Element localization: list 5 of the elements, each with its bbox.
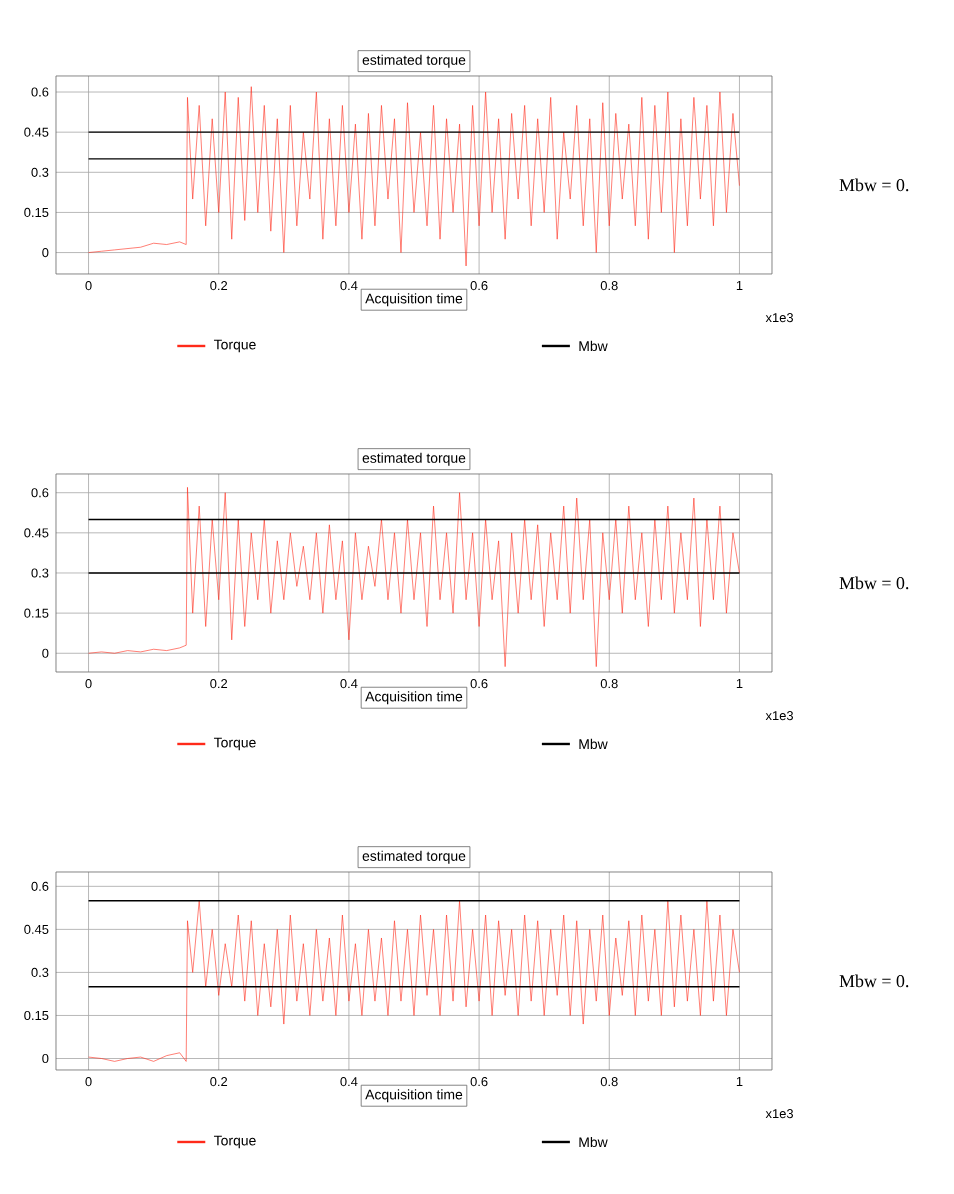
text: Mbw = 0. — [839, 974, 909, 988]
text: Mbw = 0. — [839, 178, 909, 192]
line-series — [88, 487, 740, 667]
text: Mbw = 0. — [839, 576, 909, 590]
line-series — [88, 900, 740, 1062]
